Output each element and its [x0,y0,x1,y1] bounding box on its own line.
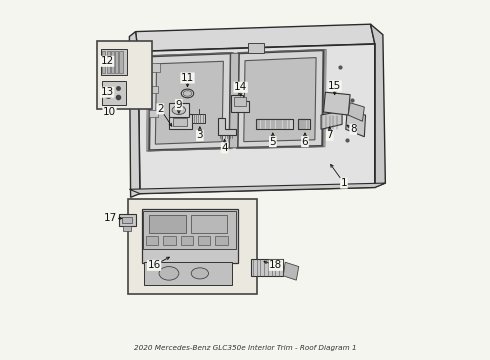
Bar [149,109,158,117]
Text: 4: 4 [221,143,228,153]
Polygon shape [321,111,342,129]
Bar [142,209,238,264]
Bar [149,86,158,94]
Polygon shape [219,118,236,135]
Text: 1: 1 [341,178,347,188]
Bar [198,236,210,245]
Bar [120,51,122,73]
Polygon shape [231,95,249,112]
Polygon shape [155,61,223,144]
Bar [143,211,236,249]
Bar [149,63,160,72]
Bar [106,51,110,73]
Bar [111,51,114,73]
Bar [235,97,245,106]
Bar [172,118,188,126]
Bar [169,103,189,117]
Ellipse shape [159,266,179,280]
Bar [251,258,283,276]
Polygon shape [370,24,385,188]
Text: 5: 5 [270,137,276,147]
Ellipse shape [181,89,194,98]
Polygon shape [323,92,350,115]
Bar [97,41,152,109]
Bar [215,236,228,245]
Bar [255,120,293,129]
Bar [122,217,132,223]
Text: 11: 11 [181,73,194,83]
Text: 7: 7 [326,130,333,140]
Ellipse shape [172,106,186,114]
Text: 8: 8 [350,124,357,134]
Bar [163,236,176,245]
Ellipse shape [183,91,192,96]
Polygon shape [348,103,365,121]
Bar [193,114,205,123]
Polygon shape [346,104,347,115]
Text: 2020 Mercedes-Benz GLC350e Interior Trim - Roof Diagram 1: 2020 Mercedes-Benz GLC350e Interior Trim… [134,345,356,351]
Bar [144,262,232,285]
Bar [248,43,264,53]
Polygon shape [238,50,323,148]
Polygon shape [283,262,299,280]
Text: 16: 16 [147,260,161,270]
Text: 17: 17 [104,213,118,223]
Bar [101,49,127,75]
Polygon shape [138,44,375,194]
Ellipse shape [191,268,209,279]
Bar [149,215,186,233]
Text: 3: 3 [196,130,203,140]
Bar [191,215,227,233]
Polygon shape [129,32,140,197]
Text: 13: 13 [100,87,114,97]
Bar [127,199,257,294]
Text: 9: 9 [175,100,182,109]
Bar [115,51,118,73]
Bar [102,81,125,104]
Polygon shape [136,24,375,51]
Bar [297,120,310,129]
Text: 6: 6 [302,137,308,147]
Bar [181,236,193,245]
Text: 2: 2 [157,104,164,114]
Bar [169,114,193,129]
Text: 14: 14 [234,82,247,92]
Text: 18: 18 [270,260,283,270]
Polygon shape [346,112,366,137]
Polygon shape [149,53,231,150]
Bar [102,51,105,73]
Bar [123,226,131,231]
Text: 10: 10 [103,107,116,117]
Polygon shape [129,183,385,194]
Bar [120,214,136,226]
Polygon shape [244,58,316,142]
Bar [146,236,158,245]
Text: 15: 15 [328,81,341,91]
Text: 12: 12 [100,56,114,66]
Polygon shape [229,53,239,148]
